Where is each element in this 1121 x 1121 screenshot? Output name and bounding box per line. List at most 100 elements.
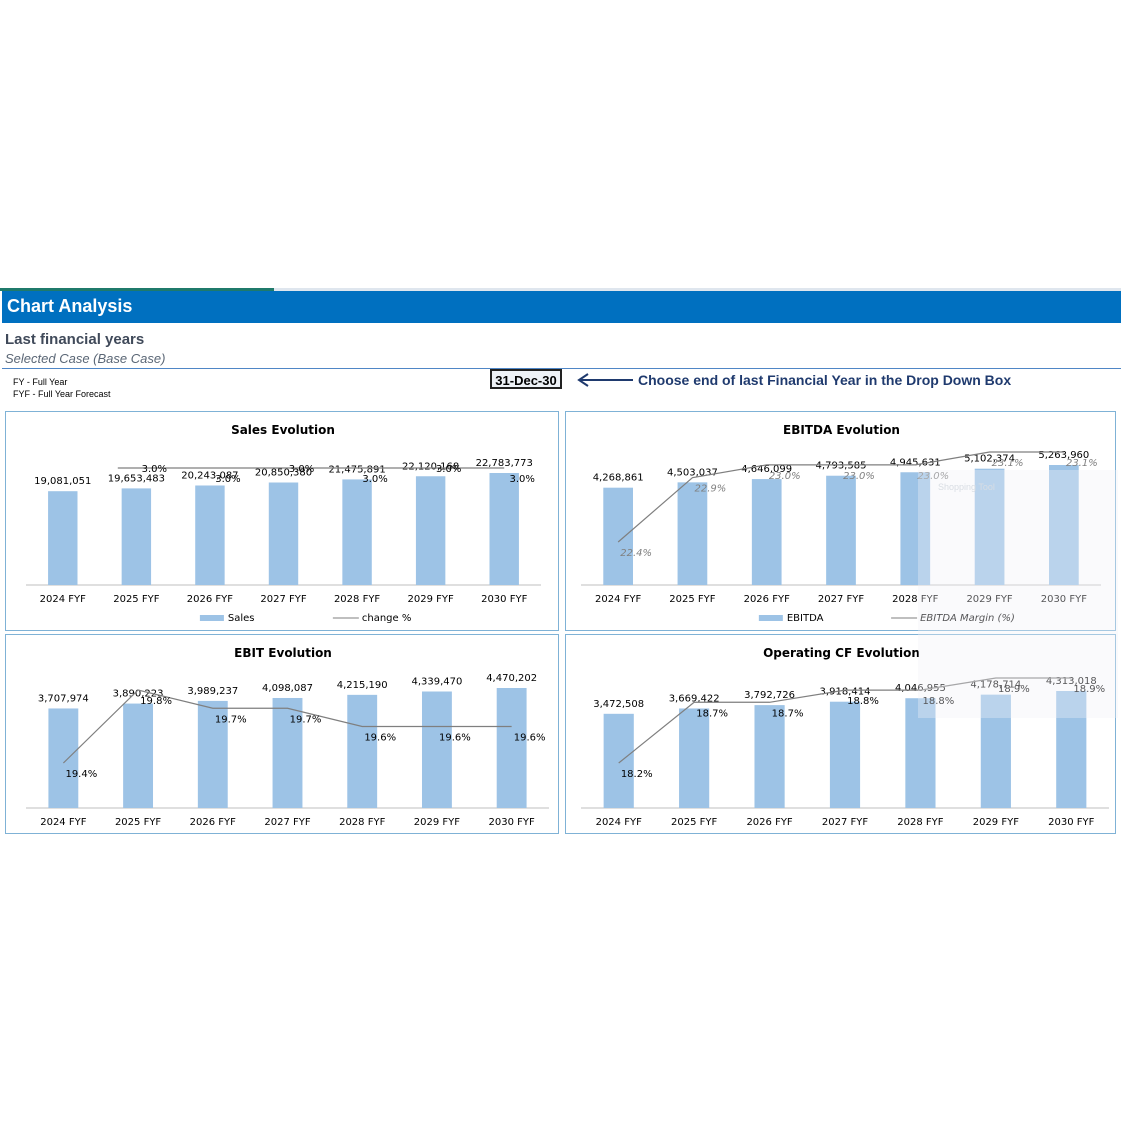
bar-value-label: 3,890,223 — [113, 689, 164, 700]
legend-bar-label: Sales — [228, 613, 255, 624]
line-value-label: 23.0% — [843, 471, 875, 482]
series-line — [62, 689, 512, 764]
bar — [677, 482, 708, 585]
bar — [268, 482, 299, 585]
chart-title: EBITDA Evolution — [783, 423, 900, 437]
sales-chart: Sales Evolution 19,081,051 2024 FYF 19,653,… — [26, 423, 541, 624]
line-value-label: 19.7% — [215, 714, 247, 725]
category-label: 2026 FYF — [190, 817, 236, 828]
ebit-chart: EBIT Evolution 3,707,974 2024 FYF 3,890,223… — [26, 646, 549, 828]
bar-value-label: 4,945,631 — [890, 457, 941, 468]
page-title: Chart Analysis — [7, 296, 133, 316]
bar-value-label: 4,178,714 — [970, 680, 1021, 691]
bar-value-label: 4,215,190 — [337, 680, 388, 691]
sales-chart-panel: Sales Evolution 19,081,051 2024 FYF 19,653,… — [5, 411, 559, 631]
line-value-label: 19.4% — [65, 769, 97, 780]
ebit-chart-panel: EBIT Evolution 3,707,974 2024 FYF 3,890,223… — [5, 634, 559, 834]
bar — [123, 703, 154, 808]
bar — [900, 472, 931, 585]
bar-value-label: 3,792,726 — [744, 690, 795, 701]
title-banner: Chart Analysis — [2, 291, 1121, 323]
line-value-label: 18.2% — [621, 769, 653, 780]
bar — [754, 705, 785, 808]
operating-cf-chart: Operating CF Evolution 3,472,508 2024 FYF 3… — [581, 646, 1109, 828]
line-value-label: 23.0% — [917, 471, 949, 482]
bar-value-label: 4,046,955 — [895, 683, 946, 694]
bar-value-label: 20,243,087 — [181, 470, 238, 481]
bar-value-label: 5,102,374 — [964, 454, 1015, 465]
bar — [679, 708, 710, 808]
bar — [195, 485, 225, 585]
line-value-label: 23.1% — [1066, 458, 1098, 469]
category-label: 2026 FYF — [187, 594, 233, 605]
bar — [751, 479, 782, 585]
category-label: 2027 FYF — [260, 594, 306, 605]
bar — [603, 487, 633, 585]
bar — [342, 479, 372, 585]
line-value-label: 3.0% — [436, 464, 461, 475]
bar-value-label: 4,268,861 — [593, 473, 644, 484]
bar-value-label: 5,263,960 — [1038, 450, 1089, 461]
bar-value-label: 3,707,974 — [38, 693, 89, 704]
line-value-label: 19.6% — [364, 733, 396, 744]
legend-line-label: change % — [362, 613, 411, 624]
line-value-label: 22.9% — [695, 484, 727, 495]
category-label: 2024 FYF — [596, 817, 642, 828]
bar-value-label: 4,646,099 — [741, 464, 792, 475]
line-value-label: 18.9% — [998, 684, 1030, 695]
line-value-label: 23.1% — [992, 458, 1024, 469]
ebitda-chart: EBITDA Evolution 4,268,861 2024 FYF 4,503,0… — [581, 423, 1101, 624]
category-label: 2029 FYF — [966, 594, 1012, 605]
line-value-label: 18.7% — [696, 708, 728, 719]
bar-value-label: 3,989,237 — [187, 686, 238, 697]
bar-value-label: 19,081,051 — [34, 476, 91, 487]
bar — [272, 697, 303, 808]
line-value-label: 3.0% — [142, 464, 167, 475]
bar — [489, 473, 519, 585]
bar-value-label: 3,918,414 — [820, 687, 871, 698]
bar-value-label: 3,472,508 — [593, 699, 644, 710]
bar — [980, 694, 1011, 808]
category-label: 2028 FYF — [334, 594, 380, 605]
bar — [421, 691, 452, 808]
bar — [905, 698, 936, 808]
line-value-label: 19.8% — [140, 696, 172, 707]
bar — [496, 688, 527, 808]
bar-value-label: 4,470,202 — [486, 673, 537, 684]
bar — [48, 708, 79, 808]
category-label: 2027 FYF — [822, 817, 868, 828]
chart-title: EBIT Evolution — [234, 646, 332, 660]
operating-cf-chart-panel: Operating CF Evolution 3,472,508 2024 FYF 3… — [565, 634, 1116, 834]
category-label: 2024 FYF — [40, 594, 86, 605]
bar-value-label: 4,793,585 — [816, 461, 867, 472]
category-label: 2024 FYF — [595, 594, 641, 605]
legend-line-label: EBITDA Margin (%) — [920, 613, 1015, 624]
section-rule — [2, 368, 1121, 369]
category-label: 2027 FYF — [264, 817, 310, 828]
bar-value-label: 21,475,891 — [328, 464, 385, 475]
category-label: 2027 FYF — [818, 594, 864, 605]
category-label: 2025 FYF — [671, 817, 717, 828]
bar — [826, 475, 856, 585]
category-label: 2029 FYF — [973, 817, 1019, 828]
bar-value-label: 3,669,422 — [669, 693, 720, 704]
category-label: 2028 FYF — [892, 594, 938, 605]
category-label: 2030 FYF — [481, 594, 527, 605]
category-label: 2026 FYF — [746, 817, 792, 828]
chart-title: Sales Evolution — [231, 423, 335, 437]
bar-value-label: 20,850,380 — [255, 468, 312, 479]
category-label: 2025 FYF — [115, 817, 161, 828]
financial-year-dropdown[interactable]: 31-Dec-30 — [490, 369, 562, 389]
line-value-label: 18.9% — [1073, 684, 1105, 695]
legend-bar-swatch — [758, 615, 783, 621]
bar — [197, 700, 228, 808]
line-value-label: 3.0% — [362, 474, 387, 485]
bar-value-label: 22,120,168 — [402, 461, 459, 472]
line-value-label: 18.8% — [847, 696, 879, 707]
sheet-top-strip — [0, 288, 1121, 291]
category-label: 2030 FYF — [1041, 594, 1087, 605]
legend-bar-swatch — [199, 615, 224, 621]
category-label: 2025 FYF — [669, 594, 715, 605]
section-subtitle: Last financial years — [5, 331, 145, 348]
bar — [974, 468, 1005, 585]
